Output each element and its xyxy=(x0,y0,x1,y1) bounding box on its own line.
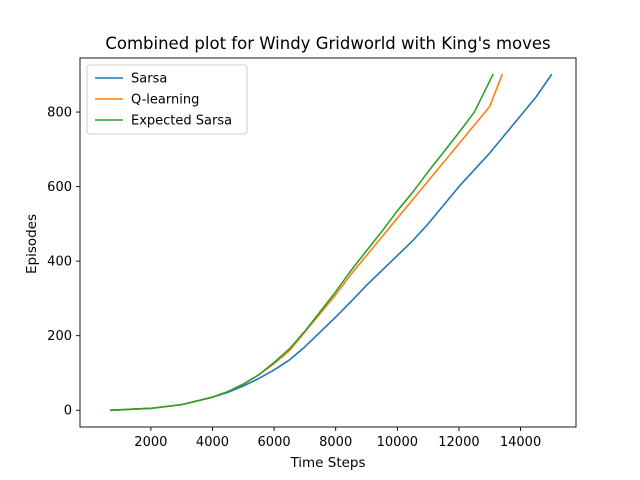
legend-label-q-learning: Q-learning xyxy=(131,93,199,108)
axes-frame xyxy=(79,57,577,428)
y-axis-label: Episodes xyxy=(24,214,40,274)
x-axis-label: Time Steps xyxy=(289,455,365,471)
y-tick-label-600: 600 xyxy=(47,180,72,195)
chart-title: Combined plot for Windy Gridworld with K… xyxy=(105,34,550,53)
x-tick-label-4000: 4000 xyxy=(196,435,229,450)
x-tick-label-2000: 2000 xyxy=(134,435,167,450)
y-tick-label-200: 200 xyxy=(47,329,72,344)
legend: Sarsa Q-learning Expected Sarsa xyxy=(86,64,248,135)
x-tick-label-12000: 12000 xyxy=(438,435,479,450)
x-tick-label-10000: 10000 xyxy=(377,435,418,450)
legend-label-sarsa: Sarsa xyxy=(131,72,167,87)
series-line-expected-sarsa xyxy=(109,73,494,412)
y-tick-label-400: 400 xyxy=(47,255,72,270)
series-line-sarsa xyxy=(109,73,553,412)
legend-box xyxy=(86,64,248,135)
axes: 2000 4000 6000 8000 10000 12000 14000 0 200 400 60… xyxy=(47,57,577,450)
plot-area xyxy=(109,73,553,412)
y-tick-label-800: 800 xyxy=(47,106,72,121)
y-tick-label-0: 0 xyxy=(64,404,72,419)
x-tick-label-14000: 14000 xyxy=(500,435,541,450)
x-tick-label-6000: 6000 xyxy=(258,435,291,450)
x-tick-label-8000: 8000 xyxy=(319,435,352,450)
legend-label-expected-sarsa: Expected Sarsa xyxy=(131,114,232,129)
